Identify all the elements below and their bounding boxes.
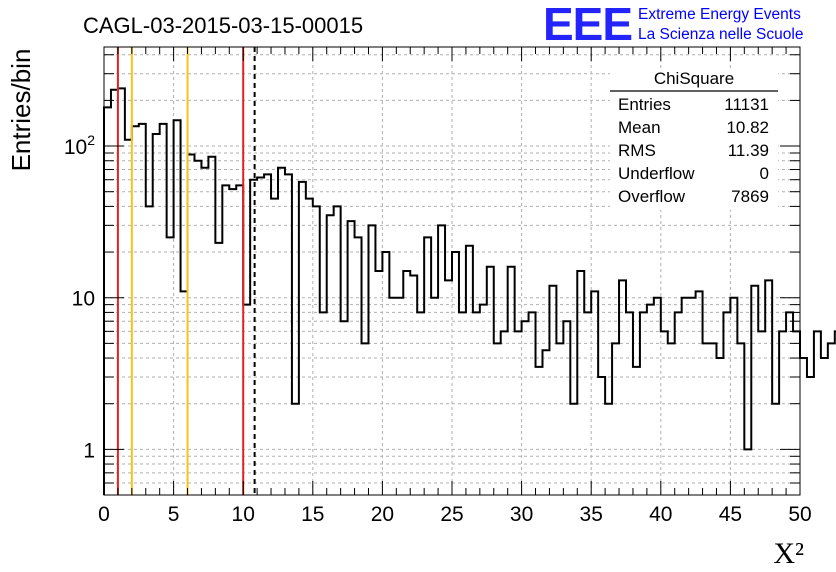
x-tick-label: 50: [788, 503, 811, 526]
y-axis-label: Entries/bin: [6, 49, 36, 172]
x-tick-label: 40: [649, 503, 672, 526]
eee-logo-line2: La Scienza nelle Scuole: [638, 26, 803, 43]
eee-logo: EEE Extreme Energy Events La Scienza nel…: [543, 0, 803, 50]
x-tick-label: 5: [168, 503, 180, 526]
chart-title: CAGL-03-2015-03-15-00015: [83, 13, 363, 38]
x-tick-label: 45: [719, 503, 742, 526]
y-tick-label: 102: [64, 132, 95, 159]
grid-lines: [104, 47, 800, 496]
stats-value-underflow: 0: [760, 164, 769, 183]
x-tick-label: 20: [371, 503, 394, 526]
histogram-bars: [103, 87, 836, 495]
y-tick-label: 1: [83, 439, 95, 462]
stats-value-mean: 10.82: [726, 118, 769, 137]
eee-logo-line1: Extreme Energy Events: [638, 6, 801, 23]
axis-ticks: 0 5 10 15 20 25 30 35 40 45 50 1 10 102: [64, 47, 812, 526]
stats-box: ChiSquare Entries 11131 Mean 10.82 RMS 1…: [610, 69, 778, 210]
x-tick-label: 25: [440, 503, 463, 526]
x-tick-label: 30: [510, 503, 533, 526]
stats-value-rms: 11.39: [728, 141, 769, 160]
stats-title: ChiSquare: [654, 69, 734, 88]
stats-label-entries: Entries: [618, 95, 671, 114]
stats-value-entries: 11131: [724, 95, 769, 114]
stats-value-overflow: 7869: [731, 187, 769, 206]
histogram-outline: [103, 87, 836, 495]
stats-label-overflow: Overflow: [618, 187, 686, 206]
stats-label-mean: Mean: [618, 118, 661, 137]
y-tick-label: 10: [72, 288, 95, 311]
x-tick-label: 10: [232, 503, 255, 526]
eee-logo-text: EEE: [543, 0, 632, 50]
x-tick-label: 35: [580, 503, 603, 526]
x-tick-label: 0: [98, 503, 110, 526]
stats-box-background: [610, 70, 778, 210]
x-axis-label: X²: [773, 537, 804, 570]
stats-label-underflow: Underflow: [618, 164, 695, 183]
marker-lines: [116, 47, 256, 495]
x-tick-label: 15: [301, 503, 324, 526]
stats-label-rms: RMS: [618, 141, 656, 160]
